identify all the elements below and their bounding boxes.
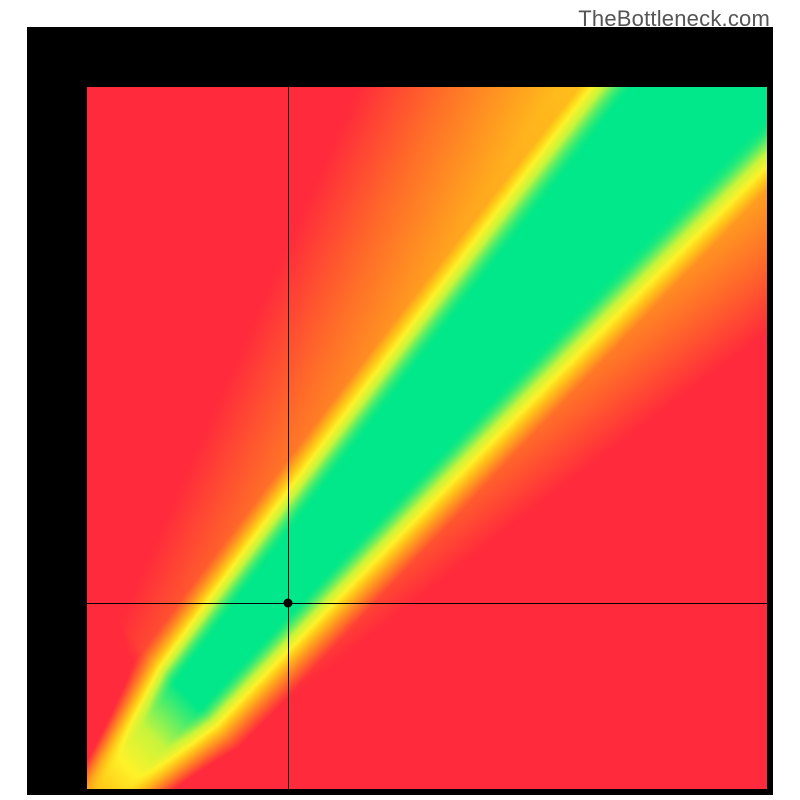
crosshair-point: [283, 599, 292, 608]
watermark-label: TheBottleneck.com: [578, 6, 770, 32]
heatmap-canvas: [87, 87, 767, 789]
crosshair-horizontal-line: [87, 603, 767, 604]
crosshair-vertical-line: [288, 87, 289, 789]
heatmap-plot-area: [87, 87, 767, 789]
plot-border-frame: [27, 27, 773, 795]
